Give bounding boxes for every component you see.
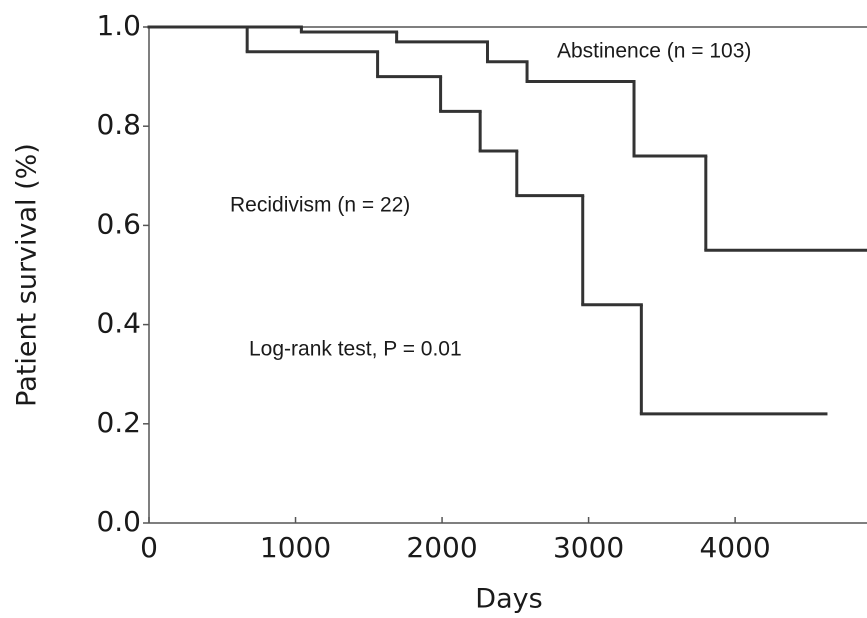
y-axis-title: Patient survival (%) xyxy=(12,143,43,407)
x-tick-label: 4000 xyxy=(699,531,770,564)
x-axis-title: Days xyxy=(475,584,542,615)
y-tick-label: 0.8 xyxy=(96,108,141,141)
annotation: Log-rank test, P = 0.01 xyxy=(249,338,462,361)
x-tick-label: 2000 xyxy=(406,531,477,564)
y-tick-label: 0.4 xyxy=(96,307,141,340)
x-tick-label: 1000 xyxy=(260,531,331,564)
series-label: Recidivism (n = 22) xyxy=(230,194,410,217)
y-tick-label: 0.0 xyxy=(96,505,141,538)
y-tick-label: 0.2 xyxy=(96,406,141,439)
x-tick-label: 0 xyxy=(140,531,158,564)
x-tick-label: 3000 xyxy=(553,531,624,564)
series-label: Abstinence (n = 103) xyxy=(557,40,751,63)
y-tick-label: 1.0 xyxy=(96,9,141,42)
y-tick-label: 0.6 xyxy=(96,207,141,240)
